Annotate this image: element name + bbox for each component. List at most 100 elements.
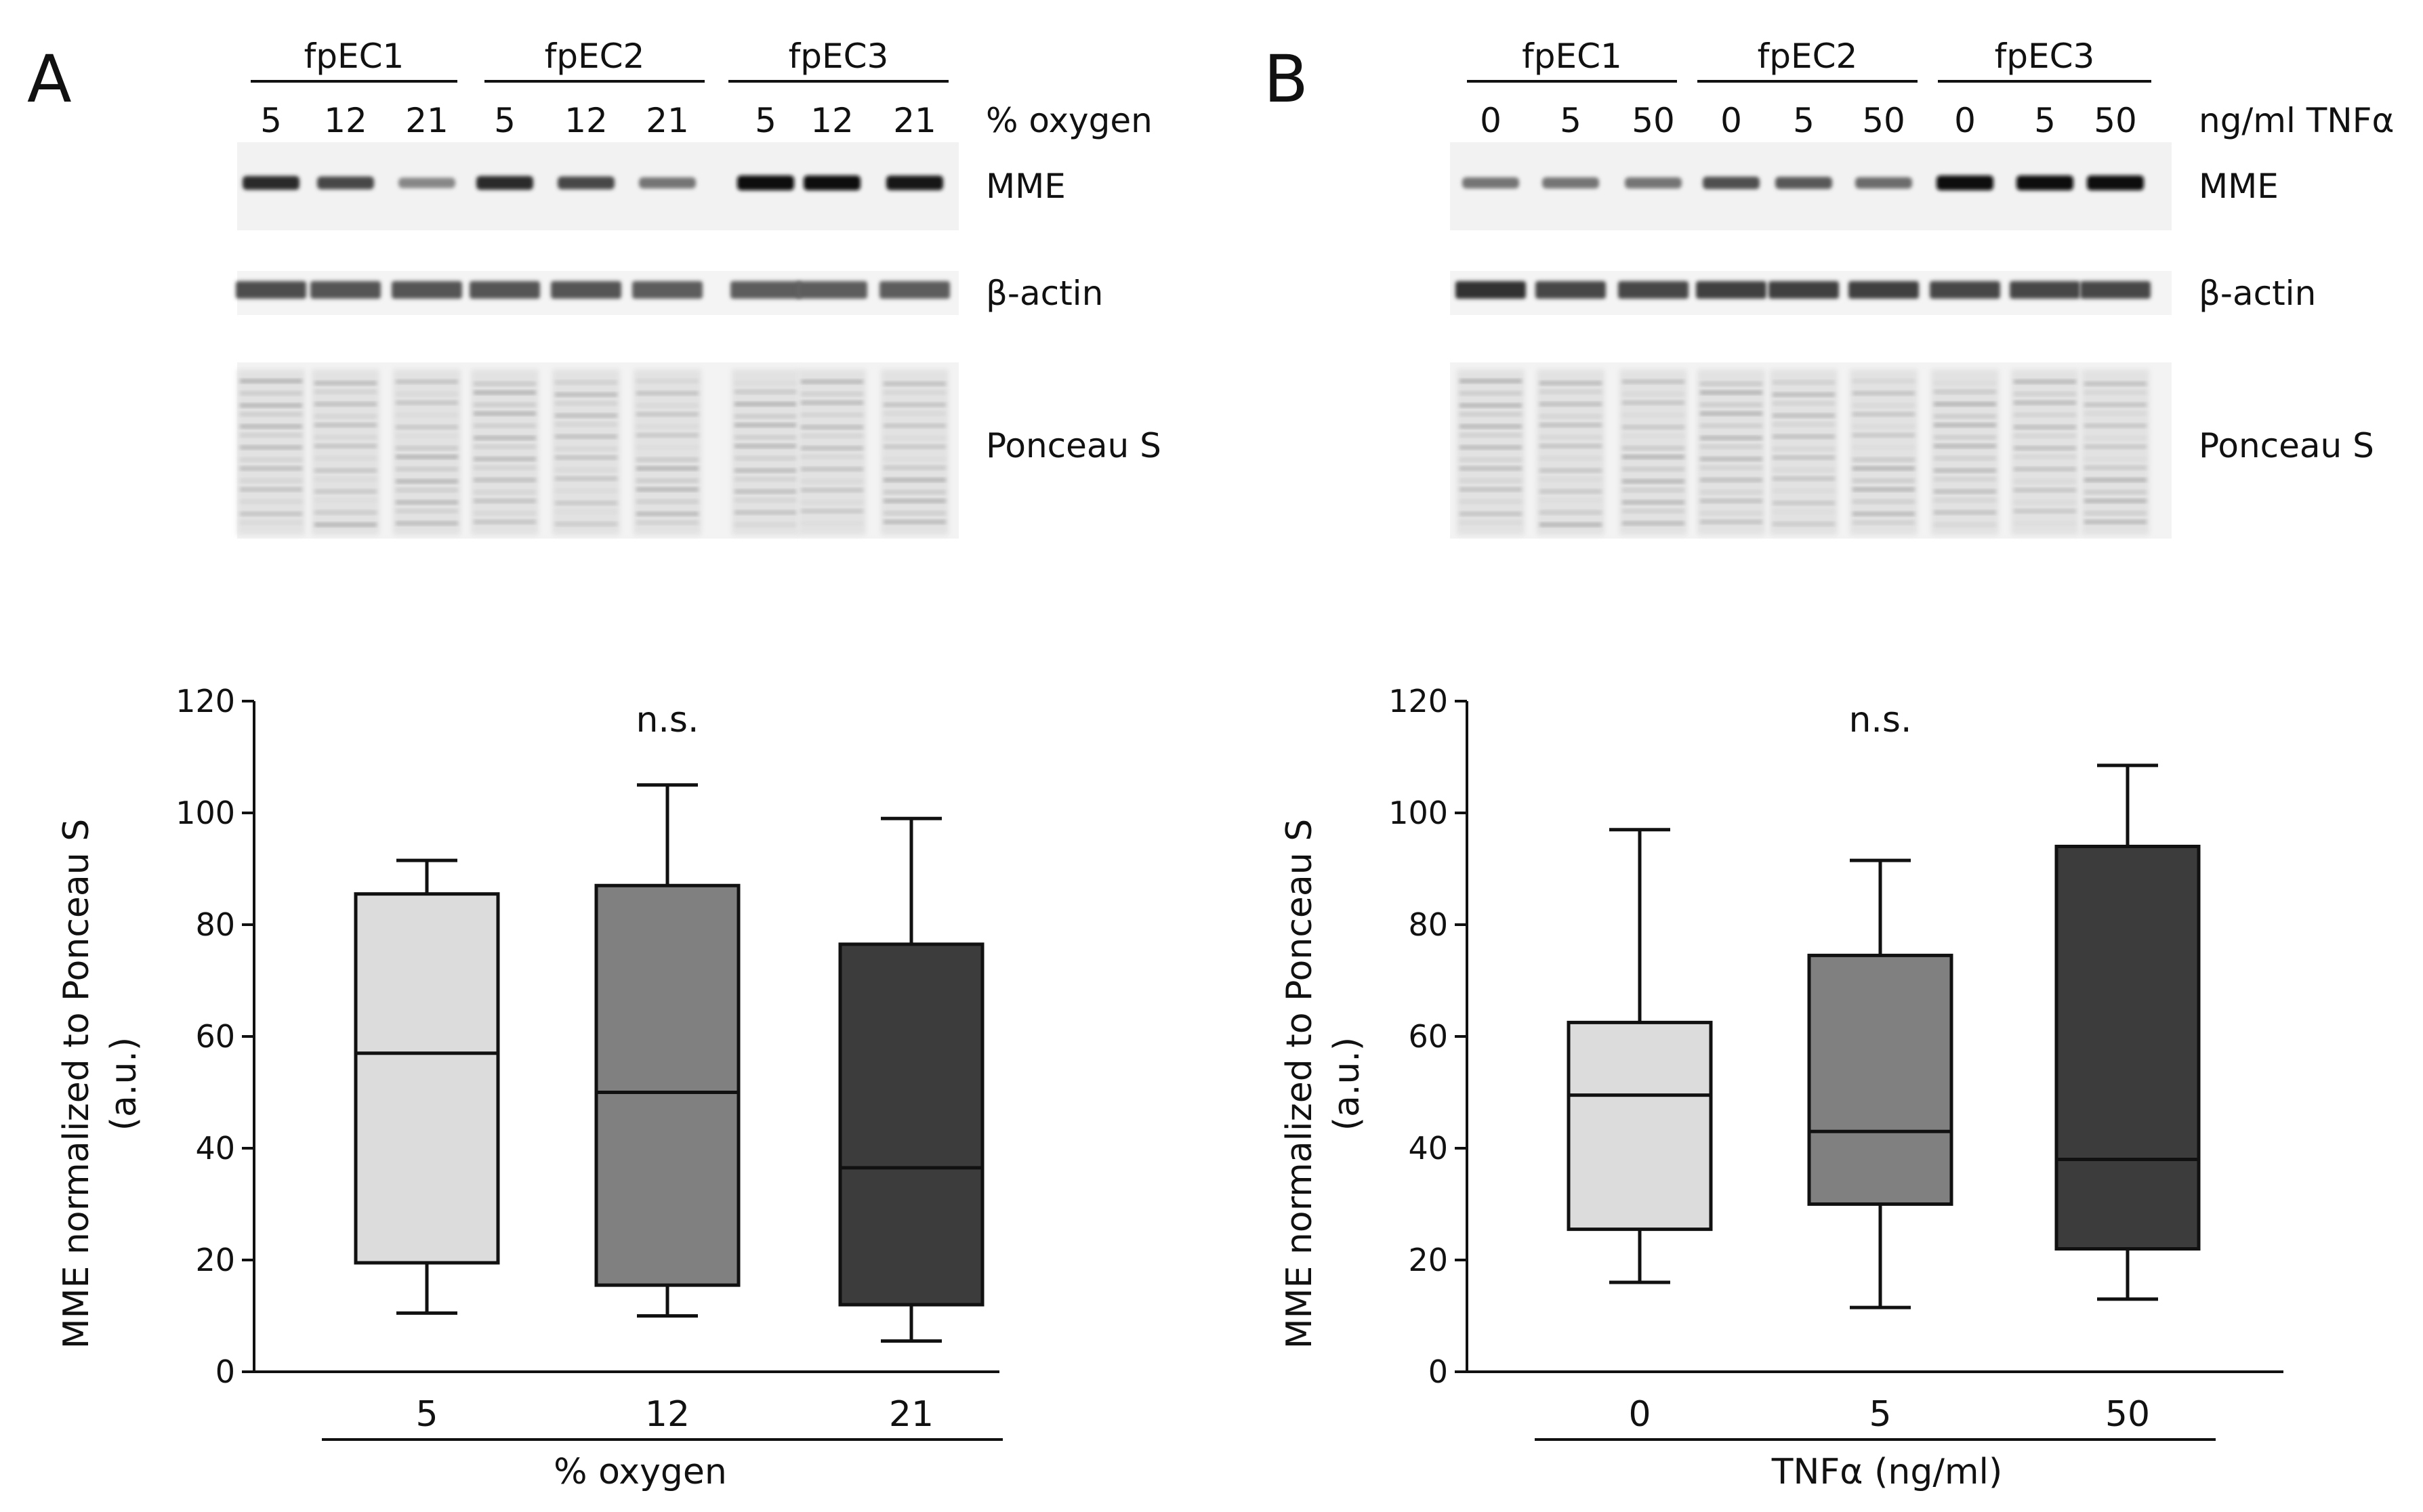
ponceau-band (2014, 425, 2076, 429)
ponceau-band (1700, 457, 1762, 461)
ponceau-band (801, 488, 863, 492)
ponceau-band (1934, 381, 1996, 385)
ponceau-band (555, 435, 617, 438)
blot-lane-label: 12 (564, 101, 608, 140)
actin-band (1930, 281, 2000, 299)
ponceau-band (555, 501, 617, 505)
actin-band (1535, 281, 1606, 299)
ponceau-band (1934, 415, 1996, 418)
box-iqr (2054, 845, 2201, 1251)
ponceau-band (2084, 424, 2147, 427)
ponceau-band (240, 458, 302, 461)
actin-band (1696, 281, 1766, 299)
blot-lane-label: 5 (260, 101, 282, 140)
ponceau-band (474, 391, 536, 394)
mme-band (2087, 175, 2144, 190)
blot-lane-label: 5 (1560, 101, 1581, 140)
ponceau-lane (1619, 369, 1687, 535)
x-tick-label: 12 (645, 1394, 690, 1435)
ponceau-band (1539, 523, 1602, 526)
ponceau-band (474, 412, 536, 415)
ponceau-band (1459, 446, 1522, 449)
ponceau-band (1622, 480, 1684, 483)
box-5: 5 (1807, 858, 1953, 1435)
ponceau-band (474, 466, 536, 469)
y-axis-label: MME normalized to Ponceau S (1279, 819, 1320, 1349)
ponceau-band (801, 501, 863, 504)
panel-letter: A (27, 41, 72, 117)
ponceau-band (396, 480, 458, 483)
ponceau-band (636, 467, 699, 470)
blot-lane-label: 12 (810, 101, 854, 140)
ponceau-band (1934, 490, 1996, 493)
blot-lane-label: 0 (1720, 101, 1742, 140)
ponceau-band (1700, 466, 1762, 469)
blot-lane-label: 21 (405, 101, 449, 140)
ponceau-band (240, 488, 302, 491)
mme-band (804, 175, 861, 190)
ponceau-lane (634, 369, 701, 535)
ponceau-band (240, 392, 302, 395)
ponceau-lane (1697, 369, 1765, 535)
ponceau-band (314, 457, 377, 460)
ponceau-band (1459, 413, 1522, 416)
ponceau-band (1773, 447, 1835, 450)
mme-band (639, 177, 696, 189)
ponceau-lane (312, 369, 379, 535)
ponceau-lane (1537, 369, 1604, 535)
ponceau-band (884, 466, 946, 469)
y-tick-label: 60 (195, 1018, 235, 1055)
ponceau-band (801, 455, 863, 459)
ponceau-band (636, 446, 699, 449)
ponceau-band (474, 445, 536, 448)
blot-lane-unit: % oxygen (986, 101, 1153, 140)
blot-group-label: fpEC2 (1758, 37, 1858, 76)
ponceau-band (474, 520, 536, 524)
ponceau-band (1700, 511, 1762, 515)
blot-lane-label: 5 (755, 101, 776, 140)
y-axis-label-unit: (a.u.) (1327, 1037, 1367, 1131)
ponceau-band (1852, 479, 1915, 482)
ponceau-band (734, 469, 797, 472)
ponceau-band (1622, 501, 1684, 504)
ponceau-band (1852, 446, 1915, 449)
ponceau-band (801, 446, 863, 450)
ponceau-band (1459, 458, 1522, 461)
ponceau-band (636, 425, 699, 428)
ponceau-band (1459, 434, 1522, 437)
y-tick-label: 40 (1408, 1130, 1448, 1167)
ponceau-band (801, 522, 863, 525)
ponceau-band (884, 424, 946, 427)
mme-band (1542, 177, 1599, 189)
ponceau-band (555, 423, 617, 426)
ponceau-band (1539, 478, 1602, 481)
ponceau-band (801, 392, 863, 396)
ponceau-band (1773, 414, 1835, 417)
y-tick-label: 20 (1408, 1242, 1448, 1278)
ponceau-band (474, 457, 536, 461)
ponceau-band (734, 457, 797, 460)
ponceau-band (396, 509, 458, 513)
ponceau-band (1700, 412, 1762, 415)
ponceau-band (734, 436, 797, 439)
ponceau-band (1852, 379, 1915, 383)
actin-band (392, 281, 462, 299)
ponceau-band (555, 489, 617, 492)
blot-lane-label: 12 (324, 101, 367, 140)
ponceau-band (314, 478, 377, 481)
mme-band (558, 176, 615, 190)
ponceau-band (1773, 456, 1835, 459)
ponceau-band (734, 423, 797, 427)
ponceau-band (1934, 423, 1996, 427)
ponceau-band (314, 390, 377, 394)
actin-band (1618, 281, 1689, 299)
ponceau-band (1700, 499, 1762, 503)
ponceau-band (555, 522, 617, 526)
ponceau-band (2014, 488, 2076, 492)
ponceau-band (2014, 413, 2076, 417)
ponceau-band (2084, 436, 2147, 440)
ponceau-band (1539, 490, 1602, 493)
ponceau-lane (393, 369, 461, 535)
box-0: 0 (1567, 828, 1713, 1435)
